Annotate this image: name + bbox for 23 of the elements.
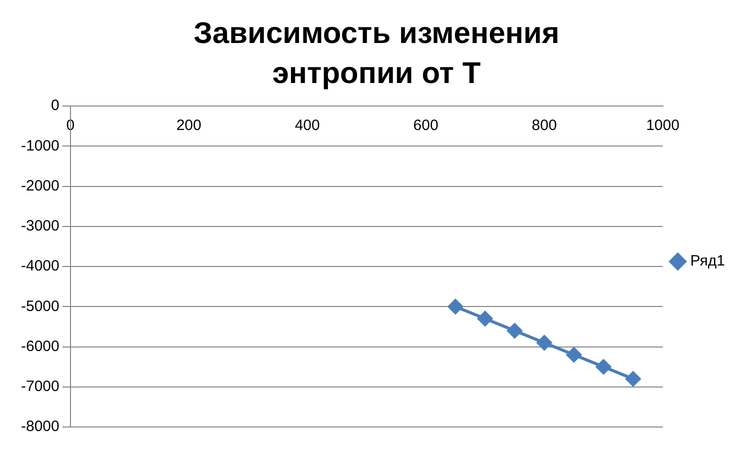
x-tick-label: 600 <box>413 117 438 134</box>
y-tick-label: -2000 <box>20 177 60 194</box>
point <box>596 359 612 374</box>
y-tick-label: 0 <box>51 97 60 114</box>
point <box>626 371 641 386</box>
point <box>507 323 522 338</box>
y-tick-label: -8000 <box>20 418 60 436</box>
legend-label: Ряд1 <box>690 252 726 270</box>
x-tick-label: 400 <box>294 117 320 134</box>
y-tick-label: -3000 <box>20 218 60 235</box>
y-tick-label: -4000 <box>20 258 60 275</box>
point <box>536 335 552 350</box>
y-tick-label: -1000 <box>20 137 60 154</box>
x-tick-label: 200 <box>176 117 202 134</box>
x-tick-label: 800 <box>532 117 557 134</box>
point <box>448 299 463 314</box>
chart-title: Зависимость изменения энтропии от T <box>192 16 560 92</box>
y-tick-label: -7000 <box>20 378 60 396</box>
point <box>566 347 582 362</box>
point <box>478 311 493 326</box>
y-tick-label: -6000 <box>20 338 60 355</box>
y-tick-label: -5000 <box>20 298 60 315</box>
x-tick-label: 1000 <box>646 117 680 134</box>
